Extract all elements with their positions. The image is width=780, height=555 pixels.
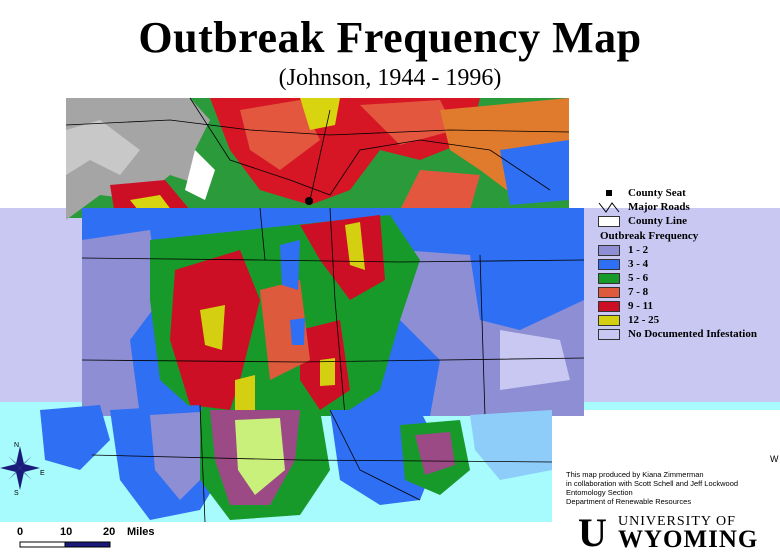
bottom-yellow-hotspot [235,418,285,495]
university-name-bottom: WYOMING [618,526,759,553]
legend-class-row: 12 - 25 [598,313,780,327]
legend-symbol-label: Major Roads [628,201,690,213]
scale-unit-label: Miles [127,526,155,538]
scale-tick-label: 20 [103,526,116,538]
legend-class-row: No Documented Infestation [598,327,780,341]
county-seat-marker [305,197,313,205]
legend-swatch [598,328,620,340]
compass-rose: N S E [0,438,50,503]
legend-classes: 1 - 2 3 - 4 5 - 6 7 - 8 9 - 11 12 - 25 No Docu… [598,243,780,341]
legend-class-label: 9 - 11 [628,300,654,312]
legend-class-label: No Documented Infestation [628,328,757,340]
legend-symbol-label: County Line [628,215,687,227]
credit-line: in collaboration with Scott Schell and J… [566,479,739,488]
compass-east-label: E [40,470,45,477]
top-map-section [65,97,570,230]
bottom-map-section [40,404,553,523]
legend-class-label: 7 - 8 [628,286,649,298]
legend-class-row: 3 - 4 [598,257,780,271]
scale-tick-label: 10 [60,526,73,538]
legend-heading: Outbreak Frequency [600,230,699,242]
legend-symbol-label: County Seat [628,187,686,199]
legend-class-label: 3 - 4 [628,258,649,270]
university-name-top: UNIVERSITY OF [618,514,736,529]
map-title: Outbreak Frequency Map [138,13,642,62]
legend-class-row: 7 - 8 [598,285,780,299]
credit-line: Department of Renewable Resources [566,497,692,506]
legend-swatch [598,272,620,284]
legend-swatch [598,244,620,256]
map-legend: County Seat Major Roads County Line Outb… [598,186,780,341]
map-subtitle: (Johnson, 1944 - 1996) [278,65,502,91]
legend-swatch [598,314,620,326]
county-line-icon [598,215,620,227]
map-credit: This map produced by Kiana Zimmerman in … [566,470,771,506]
credit-line: This map produced by Kiana Zimmerman [566,470,704,479]
legend-class-label: 5 - 6 [628,272,649,284]
legend-class-row: 5 - 6 [598,271,780,285]
legend-county-line: County Line [598,214,780,228]
scale-tick-label: 0 [17,526,24,538]
compass-icon [0,446,40,490]
legend-class-row: 9 - 11 [598,299,780,313]
compass-south-label: S [14,490,19,497]
top-yellow-hotspot [300,98,340,130]
middle-map-section [81,207,585,417]
scale-bar: 0 10 20 Miles [15,526,165,552]
scale-bar-graphic [19,541,111,548]
legend-swatch [598,286,620,298]
road-line-icon [598,201,620,213]
compass-north-label: N [14,442,20,449]
credit-line: Entomology Section [566,488,633,497]
legend-swatch [598,258,620,270]
legend-class-row: 1 - 2 [598,243,780,257]
university-logo: U UNIVERSITY OF WYOMING [578,510,778,555]
university-u-logo: U [578,510,607,555]
legend-major-roads: Major Roads [598,200,780,214]
bottom-band-right [552,402,780,410]
edge-mark: W [770,454,779,464]
legend-county-seat: County Seat [598,186,780,200]
legend-class-label: 12 - 25 [628,314,660,326]
square-marker-icon [598,188,620,198]
legend-swatch [598,300,620,312]
legend-class-label: 1 - 2 [628,244,649,256]
